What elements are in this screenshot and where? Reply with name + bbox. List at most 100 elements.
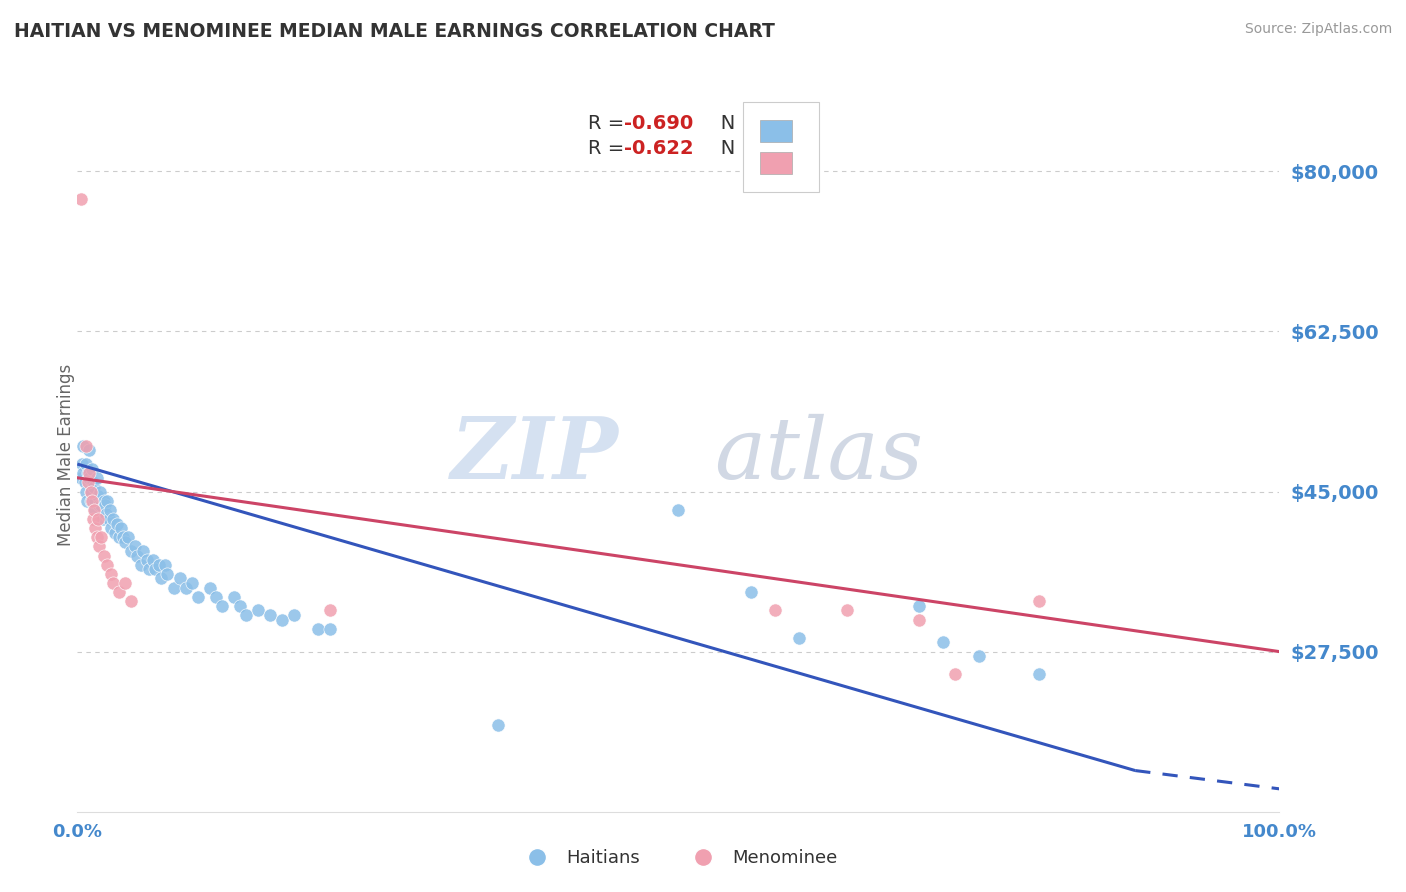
Text: Source: ZipAtlas.com: Source: ZipAtlas.com [1244,22,1392,37]
Text: ZIP: ZIP [450,413,619,497]
Point [77,475,100,490]
Point [142,553,165,567]
Point [84,493,107,508]
Point [235,607,257,622]
Point [75,439,97,453]
Point [89,484,111,499]
Point [259,607,281,622]
Point [136,553,159,567]
Point [96,508,118,522]
Point [120,544,142,558]
Point [79,493,101,508]
Point [86,530,108,544]
Point [319,603,342,617]
Text: ZIP: ZIP [450,413,619,497]
Point [145,562,167,576]
Text: HAITIAN VS MENOMINEE MEDIAN MALE EARNINGS CORRELATION CHART: HAITIAN VS MENOMINEE MEDIAN MALE EARNING… [14,22,775,41]
Point [132,544,155,558]
Point [114,576,136,591]
Point [763,603,786,617]
Legend: Haitians, Menominee: Haitians, Menominee [512,842,845,874]
Point [79,443,101,458]
Text: 26: 26 [756,138,783,158]
Text: R =: R = [588,113,631,133]
Point [198,581,221,595]
Point [222,590,245,604]
Point [127,549,149,563]
Point [908,613,931,627]
Point [76,493,98,508]
Point [93,493,115,508]
Point [150,571,173,585]
Point [1028,667,1050,681]
Point [108,530,131,544]
Point [103,512,125,526]
Point [117,530,139,544]
Point [87,512,110,526]
Point [75,484,97,499]
Point [486,718,509,732]
Point [75,457,97,471]
Point [96,558,118,572]
Y-axis label: Median Male Earnings: Median Male Earnings [58,364,75,546]
Point [103,576,125,591]
Point [87,540,110,554]
Point [83,480,105,494]
Point [162,581,184,595]
Point [100,521,122,535]
Point [79,484,101,499]
Point [307,622,329,636]
Point [120,594,142,608]
Point [84,503,107,517]
Point [70,192,93,206]
Point [246,603,269,617]
Point [153,558,176,572]
Point [283,607,305,622]
Point [82,475,104,490]
Point [80,461,103,475]
Text: atlas: atlas [714,414,924,496]
Point [108,585,131,599]
Point [73,475,96,490]
Point [932,635,955,649]
Point [98,503,121,517]
Point [79,484,101,499]
Point [740,585,762,599]
Point [835,603,858,617]
Point [787,631,810,645]
Point [93,549,115,563]
Point [156,566,179,581]
Point [86,471,108,485]
Point [97,512,120,526]
Text: 71: 71 [756,113,783,133]
Point [84,521,107,535]
Point [77,467,100,481]
Point [87,498,110,512]
Point [70,457,93,471]
Point [319,622,342,636]
Point [87,489,110,503]
Point [270,613,292,627]
Point [908,599,931,613]
Point [148,558,170,572]
Text: N =: N = [703,138,765,158]
Point [124,540,146,554]
Text: N =: N = [703,113,765,133]
Point [104,525,127,540]
Point [138,562,160,576]
Point [1028,594,1050,608]
Point [72,439,94,453]
Point [90,530,112,544]
Point [204,590,226,604]
Point [668,503,690,517]
Point [967,649,990,664]
Point [91,512,114,526]
Point [174,581,197,595]
Point [186,590,209,604]
Point [943,667,966,681]
Text: -0.690: -0.690 [624,113,693,133]
Point [80,493,103,508]
Point [105,516,128,531]
Point [72,467,94,481]
Point [180,576,202,591]
